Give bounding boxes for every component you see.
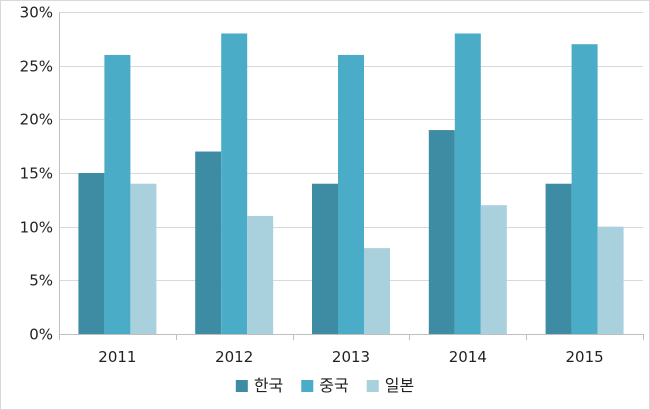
bar <box>130 183 157 334</box>
legend-item: 일본 <box>366 376 414 395</box>
bar <box>78 173 105 334</box>
y-tick-label: 5% <box>29 272 53 290</box>
x-tick-label: 2014 <box>449 348 487 366</box>
legend-item: 중국 <box>301 376 349 395</box>
y-tick-label: 15% <box>20 165 53 183</box>
legend-label: 중국 <box>319 376 348 395</box>
bar <box>312 183 338 334</box>
axes <box>59 12 644 340</box>
legend-swatch <box>366 380 379 392</box>
bar <box>545 183 572 334</box>
x-tick-label: 2013 <box>332 348 370 366</box>
x-tick-label: 2011 <box>98 348 136 366</box>
bar <box>364 248 390 334</box>
legend-swatch <box>301 380 314 392</box>
legend-swatch <box>235 380 248 392</box>
bar <box>597 226 624 334</box>
y-tick-label: 10% <box>20 219 53 237</box>
bar <box>428 130 455 334</box>
x-tick-label: 2012 <box>215 348 253 366</box>
legend-label: 한국 <box>254 376 283 395</box>
y-tick-label: 30% <box>20 4 53 22</box>
bar <box>480 205 507 334</box>
legend: 한국 중국 일본 <box>235 376 414 395</box>
bar <box>338 54 364 334</box>
y-tick-label: 0% <box>29 326 53 344</box>
bar <box>221 33 248 334</box>
bar <box>195 151 222 334</box>
legend-label: 일본 <box>385 376 414 395</box>
bar <box>571 44 598 334</box>
bar <box>247 215 274 334</box>
x-tick-label: 2015 <box>566 348 604 366</box>
legend-item: 한국 <box>235 376 283 395</box>
y-tick-labels: 0% 5% 10% 15% 20% 25% 30% <box>20 4 53 344</box>
bar <box>454 33 481 334</box>
x-tick-labels: 2011 2012 2013 2014 2015 <box>98 348 603 366</box>
y-tick-label: 20% <box>20 111 53 129</box>
bars <box>78 33 624 334</box>
bar <box>104 54 131 334</box>
y-tick-label: 25% <box>20 58 53 76</box>
